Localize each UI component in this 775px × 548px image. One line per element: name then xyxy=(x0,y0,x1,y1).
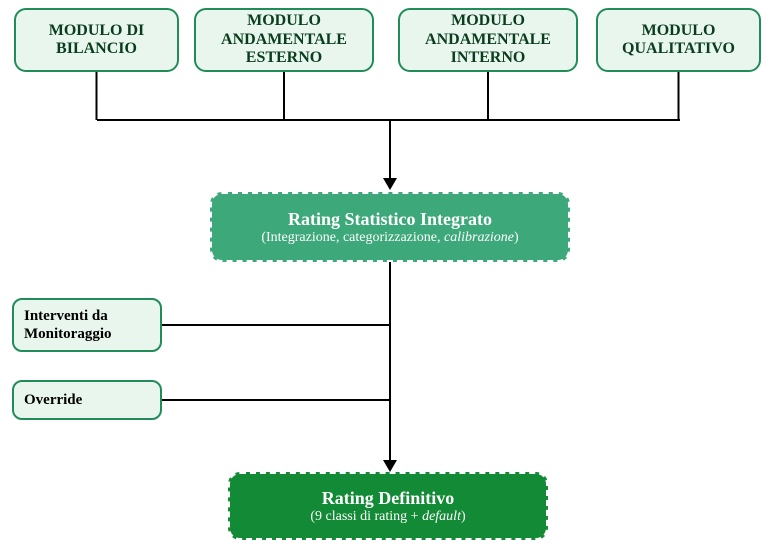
module-box-3: MODULOQUALITATIVO xyxy=(596,8,761,72)
side-box-1: Override xyxy=(12,380,162,420)
side-box-0: Interventi daMonitoraggio xyxy=(12,298,162,352)
module-box-0: MODULO DIBILANCIO xyxy=(14,8,179,72)
module-box-1: MODULOANDAMENTALEESTERNO xyxy=(194,8,374,72)
rating-definitivo-box: Rating Definitivo (9 classi di rating + … xyxy=(228,472,548,540)
connector-lines xyxy=(0,0,775,548)
rating-statistico-box: Rating Statistico Integrato (Integrazion… xyxy=(210,192,570,262)
module-box-2: MODULOANDAMENTALEINTERNO xyxy=(398,8,578,72)
